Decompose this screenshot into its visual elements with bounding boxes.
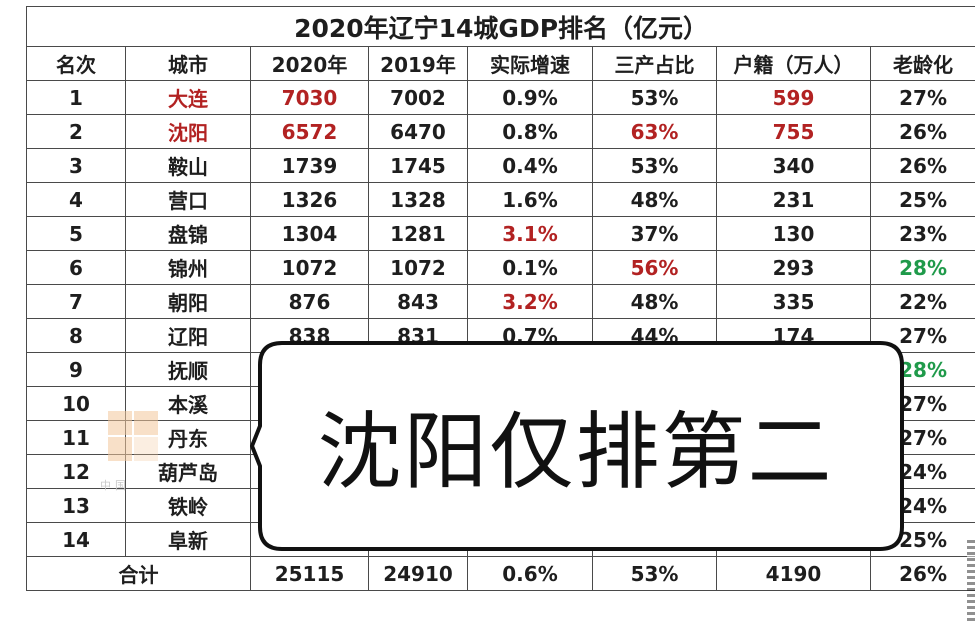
population-cell: 599: [716, 80, 871, 115]
rank-cell: 7: [26, 284, 126, 319]
gdp-2020-cell: 7030: [250, 80, 369, 115]
total-aging: 26%: [869, 556, 975, 591]
gdp-2020-cell: 1304: [250, 216, 369, 251]
city-cell: 锦州: [125, 250, 251, 285]
rank-cell: 8: [26, 318, 126, 353]
total-gdp-2019: 24910: [368, 556, 468, 591]
growth-cell: 0.4%: [467, 148, 593, 183]
tertiary-cell: 48%: [592, 182, 717, 217]
growth-cell: 0.1%: [467, 250, 593, 285]
header-city: 城市: [125, 46, 251, 81]
header-tertiary: 三产占比: [592, 46, 717, 81]
table-row: 6 锦州 1072 1072 0.1% 56% 293 28%: [26, 250, 975, 285]
header-row: 名次 城市 2020年 2019年 实际增速 三产占比 户籍（万人） 老龄化: [26, 46, 975, 81]
rank-cell: 6: [26, 250, 126, 285]
tertiary-cell: 63%: [592, 114, 717, 149]
population-cell: 293: [716, 250, 871, 285]
growth-cell: 3.2%: [467, 284, 593, 319]
population-cell: 231: [716, 182, 871, 217]
tertiary-cell: 48%: [592, 284, 717, 319]
watermark-logo: 中国: [100, 405, 240, 495]
gdp-2019-cell: 6470: [368, 114, 468, 149]
table-row: 1 大连 7030 7002 0.9% 53% 599 27%: [26, 80, 975, 115]
city-cell: 盘锦: [125, 216, 251, 251]
speech-bubble: 沈阳仅排第二: [248, 340, 904, 551]
growth-cell: 0.9%: [467, 80, 593, 115]
table-row: 7 朝阳 876 843 3.2% 48% 335 22%: [26, 284, 975, 319]
aging-cell: 25%: [869, 182, 975, 217]
growth-cell: 0.8%: [467, 114, 593, 149]
gdp-2020-cell: 1072: [250, 250, 369, 285]
total-population: 4190: [716, 556, 871, 591]
city-cell: 鞍山: [125, 148, 251, 183]
rank-cell: 1: [26, 80, 126, 115]
aging-cell: 28%: [869, 250, 975, 285]
rank-cell: 5: [26, 216, 126, 251]
city-cell: 朝阳: [125, 284, 251, 319]
gdp-2019-cell: 7002: [368, 80, 468, 115]
total-gdp-2020: 25115: [250, 556, 369, 591]
header-aging: 老龄化: [869, 46, 975, 81]
tertiary-cell: 37%: [592, 216, 717, 251]
header-rank: 名次: [26, 46, 126, 81]
aging-cell: 27%: [869, 80, 975, 115]
city-cell: 沈阳: [125, 114, 251, 149]
gdp-2019-cell: 1328: [368, 182, 468, 217]
header-growth: 实际增速: [467, 46, 593, 81]
header-population: 户籍（万人）: [716, 46, 871, 81]
rank-cell: 4: [26, 182, 126, 217]
population-cell: 340: [716, 148, 871, 183]
city-cell: 丹东: [125, 420, 251, 455]
table-row: 3 鞍山 1739 1745 0.4% 53% 340 26%: [26, 148, 975, 183]
table-row: 4 营口 1326 1328 1.6% 48% 231 25%: [26, 182, 975, 217]
watermark-text: 中国: [100, 479, 130, 492]
city-cell: 大连: [125, 80, 251, 115]
population-cell: 335: [716, 284, 871, 319]
aging-cell: 23%: [869, 216, 975, 251]
growth-cell: 3.1%: [467, 216, 593, 251]
rank-cell: 9: [26, 352, 126, 387]
rank-cell: 3: [26, 148, 126, 183]
header-gdp-2019: 2019年: [368, 46, 468, 81]
tertiary-cell: 53%: [592, 148, 717, 183]
city-cell: 抚顺: [125, 352, 251, 387]
total-growth: 0.6%: [467, 556, 593, 591]
table-row: 2 沈阳 6572 6470 0.8% 63% 755 26%: [26, 114, 975, 149]
total-row: 合计 25115 24910 0.6% 53% 4190 26%: [26, 556, 975, 591]
total-label: 合计: [26, 556, 251, 591]
table-title: 2020年辽宁14城GDP排名（亿元）: [25, 6, 975, 47]
gdp-2020-cell: 876: [250, 284, 369, 319]
city-cell: 阜新: [125, 522, 251, 557]
total-tertiary: 53%: [592, 556, 717, 591]
aging-cell: 26%: [869, 148, 975, 183]
gdp-2019-cell: 1745: [368, 148, 468, 183]
rank-cell: 14: [26, 522, 126, 557]
header-gdp-2020: 2020年: [250, 46, 369, 81]
tertiary-cell: 56%: [592, 250, 717, 285]
rank-cell: 12: [26, 454, 126, 489]
rank-cell: 2: [26, 114, 126, 149]
table-row: 5 盘锦 1304 1281 3.1% 37% 130 23%: [26, 216, 975, 251]
gdp-2019-cell: 1281: [368, 216, 468, 251]
tertiary-cell: 53%: [592, 80, 717, 115]
city-cell: 葫芦岛: [125, 454, 251, 489]
gdp-2020-cell: 1326: [250, 182, 369, 217]
edge-strip-decoration: [967, 540, 975, 622]
growth-cell: 1.6%: [467, 182, 593, 217]
bubble-caption: 沈阳仅排第二: [317, 402, 834, 501]
gdp-2020-cell: 6572: [250, 114, 369, 149]
gdp-2019-cell: 843: [368, 284, 468, 319]
gdp-2019-cell: 1072: [368, 250, 468, 285]
population-cell: 130: [716, 216, 871, 251]
speech-bubble-shape: [250, 341, 904, 551]
population-cell: 755: [716, 114, 871, 149]
gdp-2020-cell: 1739: [250, 148, 369, 183]
aging-cell: 22%: [869, 284, 975, 319]
city-cell: 营口: [125, 182, 251, 217]
aging-cell: 26%: [869, 114, 975, 149]
